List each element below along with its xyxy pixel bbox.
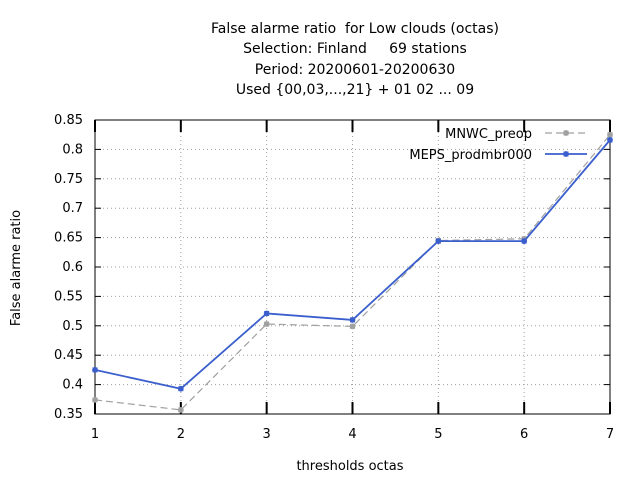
x-tick-label: 4 (348, 427, 356, 442)
y-tick-label: 0.35 (54, 407, 83, 422)
data-point (521, 238, 527, 244)
x-tick-label: 7 (606, 427, 614, 442)
data-point (607, 137, 613, 143)
grid (95, 120, 610, 414)
y-tick-label: 0.4 (62, 378, 83, 393)
legend-marker (563, 130, 569, 136)
x-tick-label: 1 (91, 427, 99, 442)
data-point (92, 397, 98, 403)
legend-label: MEPS_prodmbr000 (409, 148, 532, 163)
y-axis-label: False alarme ratio (9, 210, 24, 326)
data-point (92, 367, 98, 373)
y-tick-label: 0.7 (62, 201, 83, 216)
data-point (264, 321, 270, 327)
y-tick-label: 0.65 (54, 231, 83, 246)
y-tick-label: 0.5 (62, 319, 83, 334)
y-tick-label: 0.45 (54, 348, 83, 363)
title-line-1: False alarme ratio for Low clouds (octas… (211, 21, 499, 37)
legend-label: MNWC_preop (445, 127, 532, 142)
y-tick-label: 0.8 (62, 142, 83, 157)
y-tick-label: 0.85 (54, 113, 83, 128)
x-tick-label: 6 (520, 427, 528, 442)
x-tick-label: 2 (177, 427, 185, 442)
data-point (435, 238, 441, 244)
data-point (350, 317, 355, 323)
legend: MNWC_preop MEPS_prodmbr000 (409, 127, 587, 163)
title-line-2: Selection: Finland 69 stations (243, 41, 467, 57)
title-line-4: Used {00,03,...,21} + 01 02 ... 09 (235, 82, 475, 98)
data-point (178, 386, 184, 392)
y-tick-label: 0.55 (54, 289, 83, 304)
data-point (350, 323, 355, 329)
axis-ticks: 0.35 0.4 0.45 0.5 0.55 0.6 0.65 0.7 0.75 0.8 0.85 1… (54, 113, 614, 442)
x-tick-label: 3 (263, 427, 271, 442)
data-point (607, 132, 613, 138)
data-point (264, 310, 270, 316)
legend-marker (563, 151, 569, 157)
y-tick-label: 0.75 (54, 172, 83, 187)
series-MEPS_prodmbr000 (92, 137, 613, 392)
series-layer (92, 131, 613, 413)
title-line-3: Period: 20200601-20200630 (254, 62, 456, 78)
x-axis-label: thresholds octas (296, 459, 403, 474)
data-point (178, 407, 184, 413)
x-tick-label: 5 (434, 427, 442, 442)
y-tick-label: 0.6 (62, 260, 83, 275)
